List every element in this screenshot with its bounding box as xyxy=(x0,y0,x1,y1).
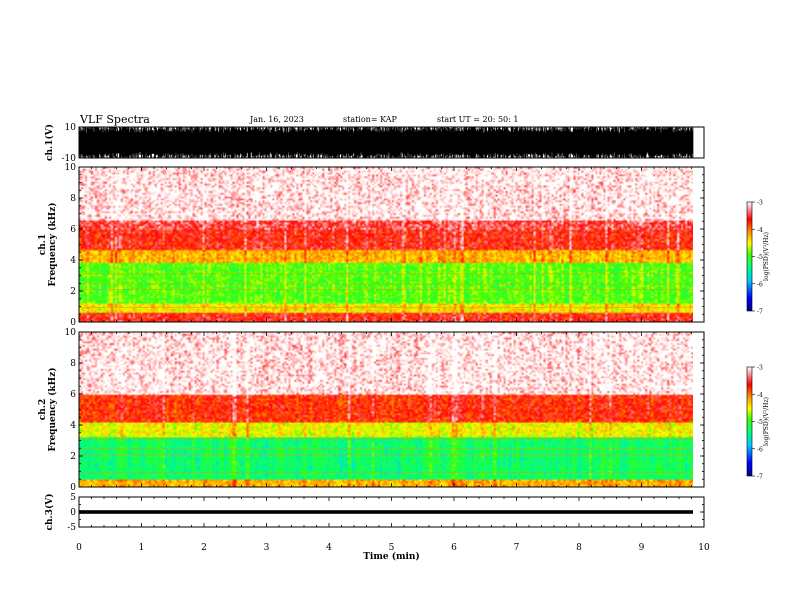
ch3-y-tick-label: 0 xyxy=(70,508,76,518)
frequency-tick-label: 6 xyxy=(70,390,76,400)
time-axis-label: Time (min) xyxy=(363,551,420,562)
colorbar-ch2: -3 -4 -5 -6 -7 log(PSD)(V²/Hz) xyxy=(746,365,770,481)
frequency-tick-label: 4 xyxy=(70,421,76,431)
start-time-label: start UT = 20: 50: 1 xyxy=(437,115,519,124)
spectrogram-ylabel: ch.1 xyxy=(38,234,48,255)
chart-title: VLF Spectra xyxy=(80,113,150,126)
frequency-tick-label: 6 xyxy=(70,225,76,235)
colorbar-tick-label: -6 xyxy=(757,281,763,288)
ch3-waveform-trace xyxy=(79,510,693,514)
colorbar-tick-label: -5 xyxy=(757,419,763,426)
colorbar-tick-label: -5 xyxy=(757,254,763,261)
colorbar-gradient xyxy=(746,366,753,477)
ch1-waveform-panel: 10 -10 ch.1(V) xyxy=(44,123,705,164)
colorbar-tick-label: -4 xyxy=(757,392,763,399)
colorbar-gradient xyxy=(746,201,753,312)
time-tick-label: 1 xyxy=(139,543,145,553)
spectrogram-ylabel: Frequency (kHz) xyxy=(47,202,58,286)
frequency-tick-label: 0 xyxy=(70,318,76,328)
spectrogram-image xyxy=(79,332,693,487)
colorbar-label: log(PSD)(V²/Hz) xyxy=(763,232,770,281)
colorbar-tick-label: -6 xyxy=(757,446,763,453)
frequency-tick-label: 2 xyxy=(70,287,76,297)
ch1-waveform-ylabel: ch.1(V) xyxy=(44,124,55,161)
time-tick-label: 4 xyxy=(326,543,332,553)
frequency-tick-label: 10 xyxy=(65,328,77,338)
spectrogram-image xyxy=(79,167,693,322)
spectrogram-ylabel: ch.2 xyxy=(38,399,48,420)
ch1-waveform-trace xyxy=(78,127,694,158)
ch1-spectrogram-panel: 0 2 4 6 8 10 ch.1 Frequency (kHz) xyxy=(38,163,705,328)
time-tick-label: 8 xyxy=(576,543,582,553)
frequency-tick-label: 0 xyxy=(70,483,76,493)
colorbar-tick-label: -3 xyxy=(757,365,763,372)
frequency-tick-label: 8 xyxy=(70,359,76,369)
frequency-tick-label: 2 xyxy=(70,452,76,462)
colorbar-tick-label: -7 xyxy=(757,474,763,481)
frequency-tick-label: 8 xyxy=(70,194,76,204)
time-tick-label: 5 xyxy=(389,543,395,553)
time-tick-label: 2 xyxy=(201,543,207,553)
ch1-y-tick-label: 10 xyxy=(65,123,77,133)
frequency-tick-label: 10 xyxy=(65,163,77,173)
spectrogram-ylabel: Frequency (kHz) xyxy=(47,367,58,451)
date-label: Jan. 16, 2023 xyxy=(250,115,304,124)
ch2-spectrogram-panel: 0 2 4 6 8 10 ch.2 Frequency (kHz) xyxy=(38,328,705,493)
colorbar-label: log(PSD)(V²/Hz) xyxy=(763,397,770,446)
colorbar-tick-label: -3 xyxy=(757,200,763,207)
frequency-tick-label: 4 xyxy=(70,256,76,266)
ch3-y-tick-label: 5 xyxy=(70,493,76,503)
time-tick-label: 6 xyxy=(451,543,457,553)
time-tick-label: 10 xyxy=(698,543,710,553)
colorbar-tick-label: -4 xyxy=(757,227,763,234)
time-tick-label: 3 xyxy=(264,543,270,553)
time-tick-label: 9 xyxy=(639,543,645,553)
time-tick-label: 7 xyxy=(514,543,520,553)
ch3-y-tick-label: -5 xyxy=(67,523,76,533)
time-tick-label: 0 xyxy=(76,543,82,553)
colorbar-tick-label: -7 xyxy=(757,309,763,316)
ch3-waveform-ylabel: ch.3(V) xyxy=(44,494,55,531)
ch1-y-tick-label: -10 xyxy=(62,154,77,164)
colorbar-ch1: -3 -4 -5 -6 -7 log(PSD)(V²/Hz) xyxy=(746,200,770,316)
station-label: station= KAP xyxy=(343,115,397,124)
